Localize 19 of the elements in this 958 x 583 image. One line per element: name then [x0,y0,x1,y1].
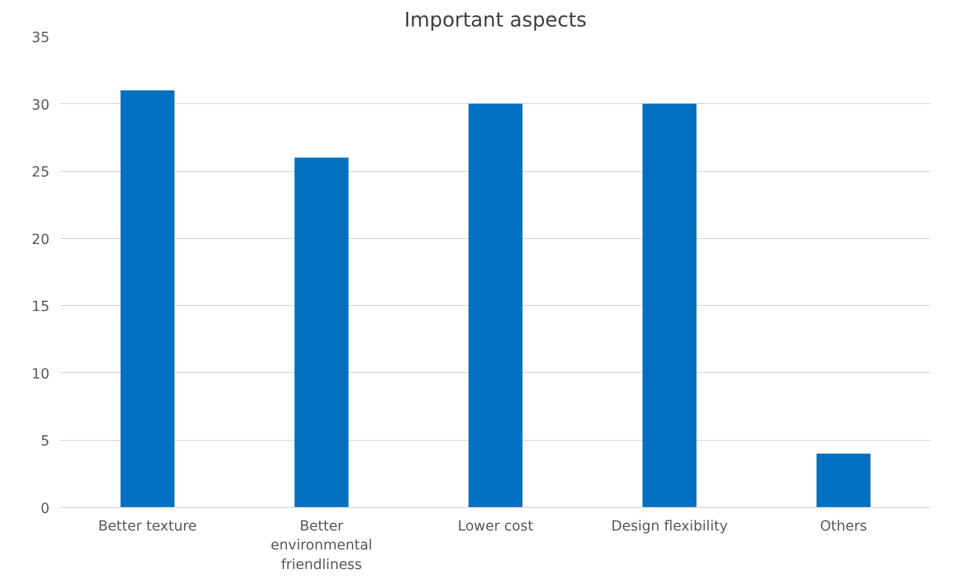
bar [468,104,522,508]
x-tick-label: Lower cost [458,518,534,534]
x-tick-label: Better environmental friendliness [270,518,372,573]
y-tick-label: 15 [32,299,50,316]
y-tick-label: 10 [32,366,50,382]
y-tick-label: 5 [40,434,50,450]
bar [642,104,696,508]
bar [816,454,870,508]
x-tick-label: Others [820,518,868,534]
x-tick-label: Better texture [98,518,197,534]
y-tick-label: 35 [32,30,50,46]
x-tick-label: Design flexibility [611,518,728,534]
y-tick-label: 25 [32,164,50,181]
bar [120,90,174,508]
y-tick-label: 20 [32,232,50,248]
y-tick-label: 0 [40,501,50,517]
chart-title: Important aspects [404,8,587,32]
y-tick-label: 30 [32,97,50,114]
bar [294,158,348,508]
